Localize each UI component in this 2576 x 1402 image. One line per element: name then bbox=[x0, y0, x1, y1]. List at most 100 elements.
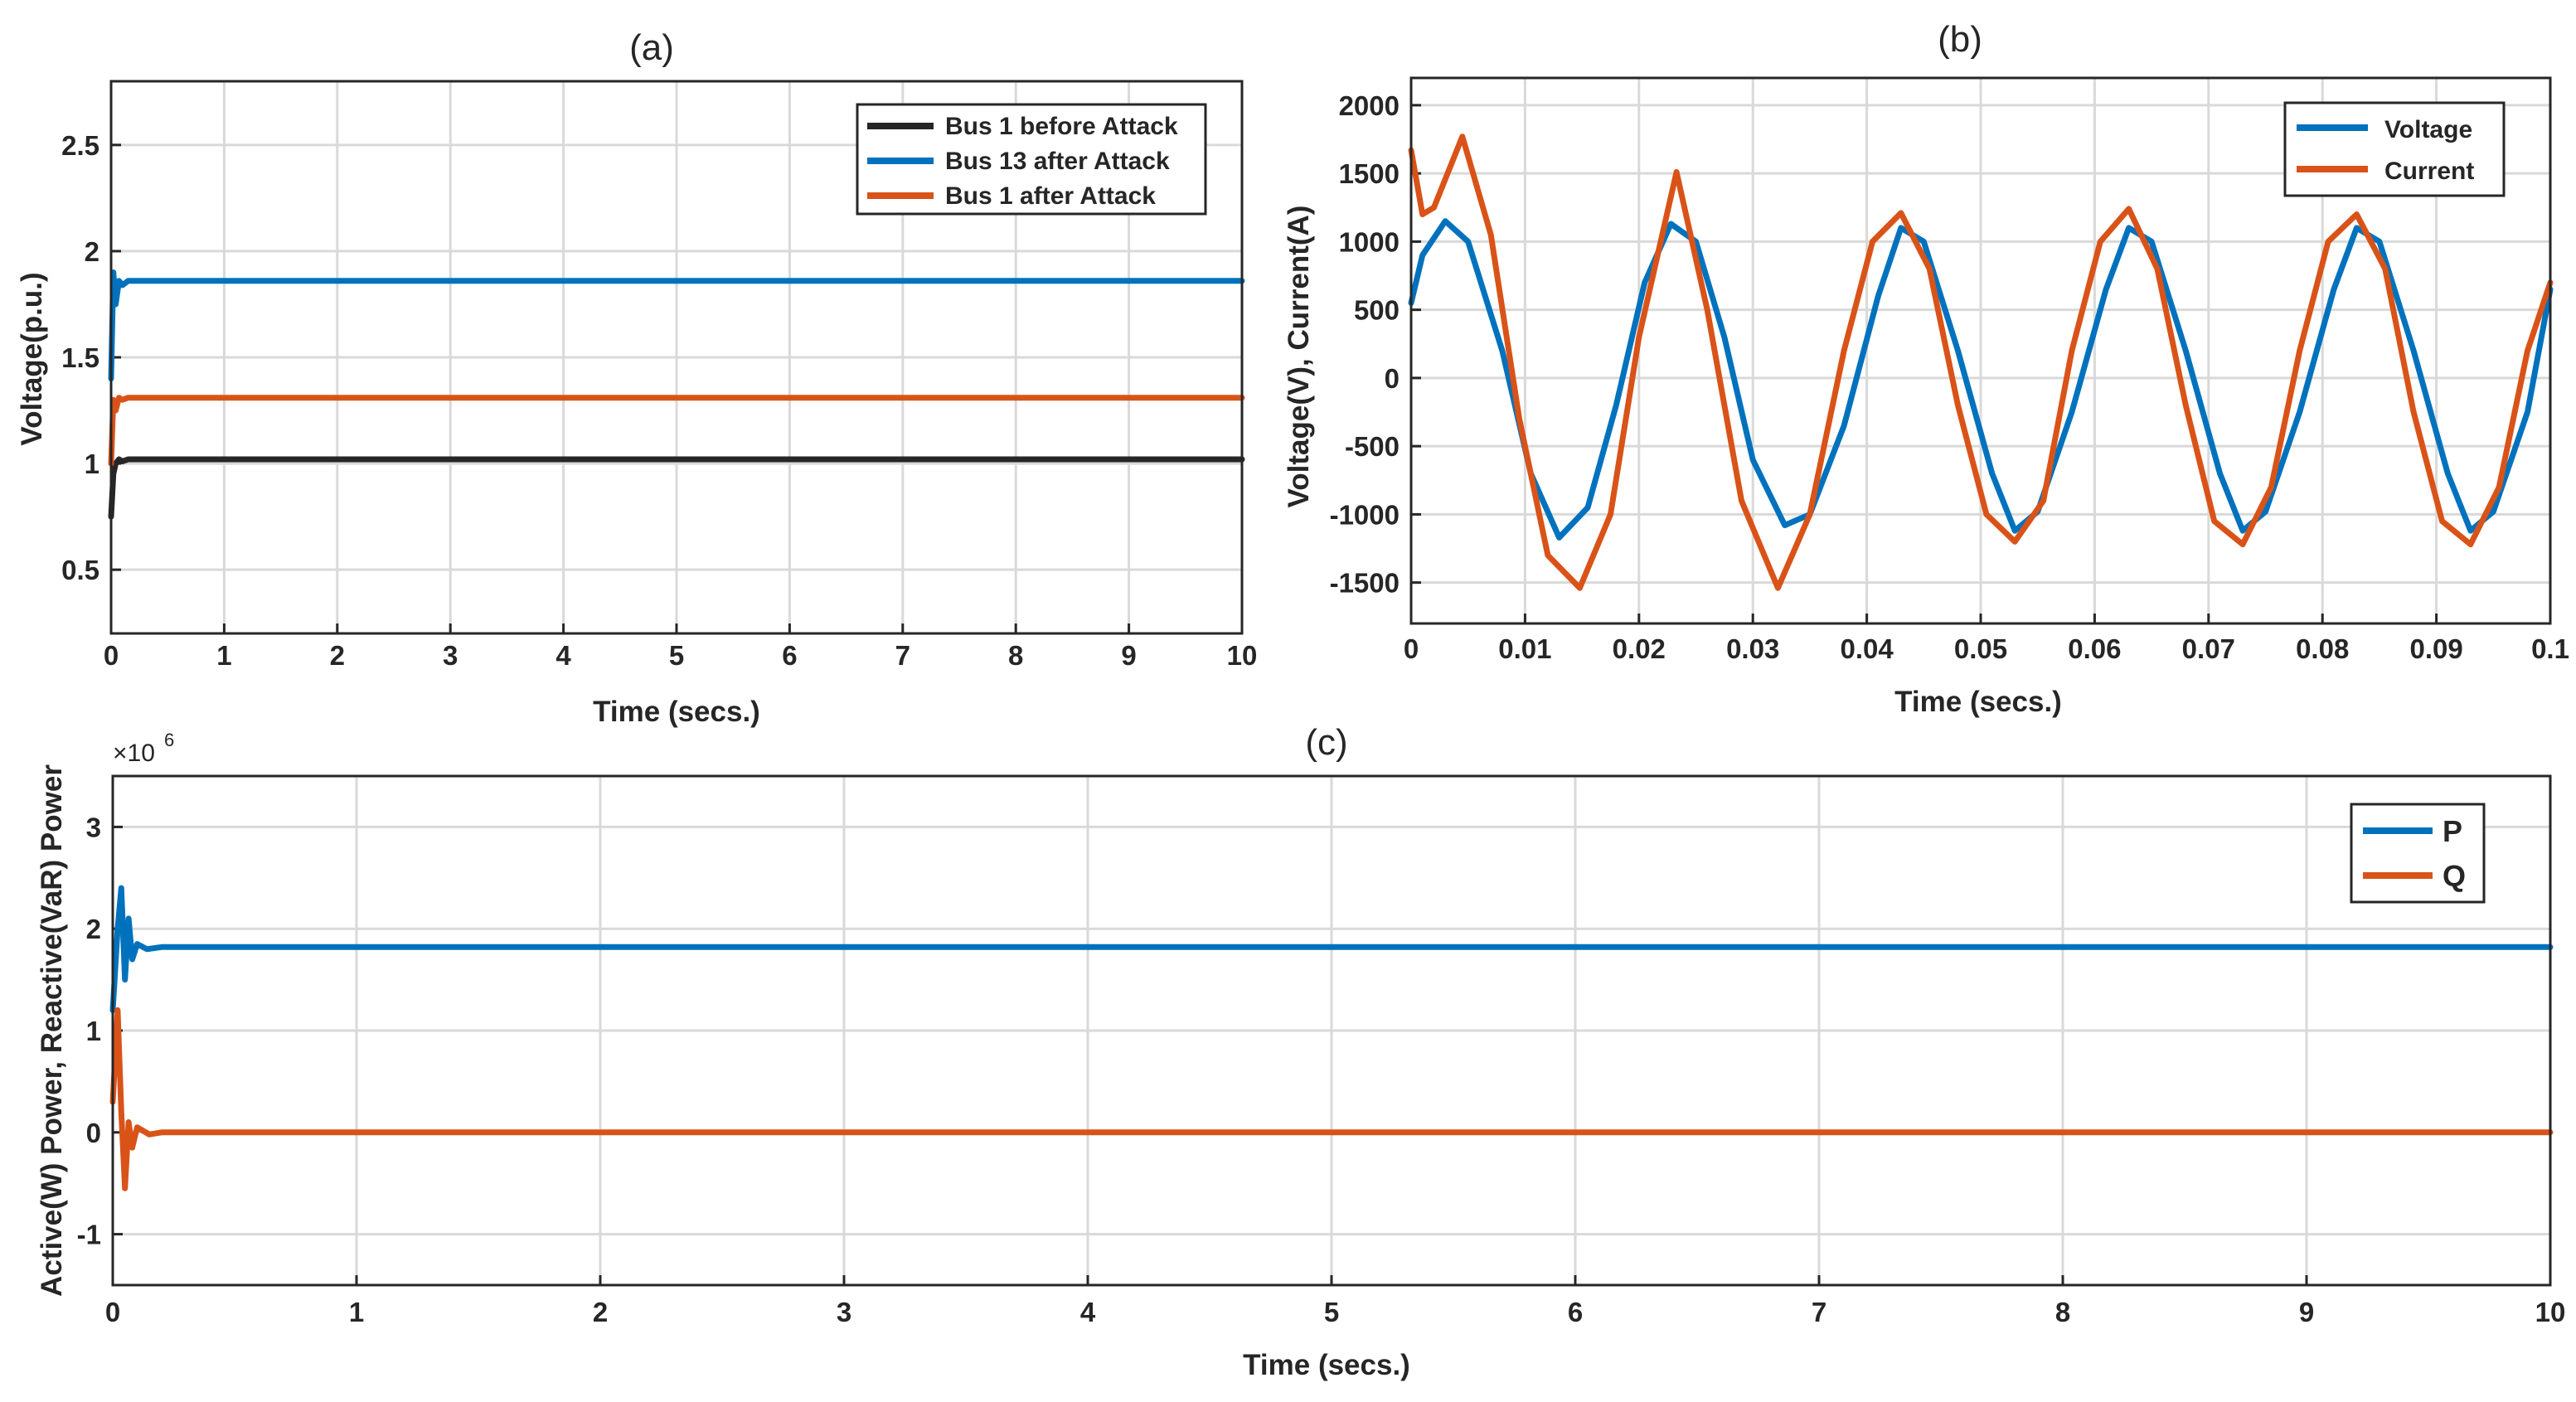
panel-b-y-tick-label: 500 bbox=[1354, 295, 1400, 326]
panel-c-y-tick-label: 0 bbox=[86, 1118, 101, 1148]
panel-b-x-tick-label: 0.03 bbox=[1726, 633, 1779, 664]
panel-b-x-tick-label: 0 bbox=[1404, 633, 1419, 664]
panel-a-legend-label-2: Bus 1 after Attack bbox=[945, 182, 1156, 210]
panel-c-grid bbox=[111, 776, 2552, 1285]
panel-a-y-tick-label: 2.5 bbox=[61, 130, 99, 161]
panel-b-x-tick-label: 0.08 bbox=[2296, 633, 2349, 664]
panel-b-title: (b) bbox=[1938, 19, 1982, 60]
panel-a-series-line-bus-13-after-attack bbox=[108, 269, 1245, 382]
panel-c-y-axis-label: Active(W) Power, Reactive(VaR) Power bbox=[36, 764, 68, 1297]
panel-a-x-tick-labels: 0 1 2 3 4 5 6 7 8 9 10 bbox=[104, 640, 1258, 671]
panel-b-y-tick-label: 0 bbox=[1385, 363, 1400, 394]
panel-b-axes-box bbox=[1409, 76, 2552, 625]
panel-b-y-tick-label: -500 bbox=[1345, 431, 1400, 462]
panel-a-x-tick-label: 4 bbox=[555, 640, 571, 671]
panel-c-exponent-power: 6 bbox=[164, 730, 174, 750]
panel-c-exponent-label: ×10 bbox=[113, 740, 155, 767]
panel-c-y-tick-label: 2 bbox=[86, 914, 101, 944]
panel-a-y-tick-label: 0.5 bbox=[61, 555, 99, 585]
panel-c-x-tick-label: 5 bbox=[1324, 1297, 1339, 1327]
panel-b-y-tick-label: 1500 bbox=[1339, 158, 1400, 189]
panel-a-x-axis-label: Time (secs.) bbox=[593, 696, 760, 728]
panel-c-x-tick-label: 4 bbox=[1080, 1297, 1096, 1327]
panel-c-y-tick-label: 3 bbox=[86, 812, 101, 842]
panel-a-chart: (a) 0 1 2 3 4 5 6 7 8 9 10 0.5 1 1.5 2 2.5 Time (secs.… bbox=[16, 27, 1257, 728]
panel-c-legend-label-1: Q bbox=[2443, 859, 2466, 893]
panel-a-x-tick-label: 10 bbox=[1227, 640, 1258, 671]
panel-c-series-line-p bbox=[109, 885, 2554, 1013]
panel-a-x-tick-label: 2 bbox=[330, 640, 345, 671]
panel-b-x-tick-label: 0.06 bbox=[2068, 633, 2121, 664]
panel-b-legend-label-0: Voltage bbox=[2384, 116, 2472, 143]
panel-a-title: (a) bbox=[629, 27, 674, 68]
panel-c-y-tick-labels: -1 0 1 2 3 bbox=[77, 812, 101, 1249]
panel-c-series bbox=[109, 885, 2554, 1191]
panel-b-y-tick-label: -1500 bbox=[1330, 568, 1400, 599]
panel-b-legend: Voltage Current bbox=[2283, 101, 2506, 197]
panel-c-y-tick-label: 1 bbox=[86, 1016, 101, 1046]
panel-c-legend-label-0: P bbox=[2443, 814, 2462, 848]
panel-a-x-tick-label: 8 bbox=[1008, 640, 1023, 671]
panel-c-x-tick-label: 10 bbox=[2535, 1297, 2566, 1327]
panel-c-series-line-q bbox=[109, 1007, 2554, 1191]
panel-c-x-tick-labels: 0 1 2 3 4 5 6 7 8 9 10 bbox=[105, 1297, 2566, 1327]
panel-a-x-tick-label: 9 bbox=[1121, 640, 1136, 671]
panel-b-series bbox=[1408, 133, 2554, 591]
panel-a-x-tick-label: 7 bbox=[895, 640, 910, 671]
panel-a-legend-label-0: Bus 1 before Attack bbox=[945, 113, 1178, 140]
panel-c-x-tick-label: 0 bbox=[105, 1297, 120, 1327]
panel-b-series-line-current bbox=[1408, 133, 2554, 591]
panel-a-x-tick-label: 0 bbox=[104, 640, 119, 671]
panel-c-x-tick-label: 3 bbox=[837, 1297, 851, 1327]
panel-c-x-tick-label: 6 bbox=[1568, 1297, 1583, 1327]
panel-a-series-line-bus-1-after-attack bbox=[108, 395, 1245, 467]
panel-c-x-tick-label: 1 bbox=[349, 1297, 364, 1327]
panel-b-chart: (b) 0 0.01 0.02 0.03 0.04 0.05 0.06 0.07 0.08 0.0… bbox=[1283, 19, 2569, 718]
panel-c-x-tick-label: 9 bbox=[2299, 1297, 2314, 1327]
panel-b-x-tick-label: 0.07 bbox=[2182, 633, 2235, 664]
panel-a-x-tick-label: 6 bbox=[782, 640, 797, 671]
panel-a-y-axis-label: Voltage(p.u.) bbox=[16, 272, 48, 445]
panel-a-y-tick-label: 1 bbox=[85, 449, 99, 479]
panel-b-legend-label-1: Current bbox=[2384, 158, 2474, 185]
panel-c-x-axis-label: Time (secs.) bbox=[1243, 1349, 1410, 1381]
panel-b-x-tick-label: 0.01 bbox=[1498, 633, 1551, 664]
panel-a-grid bbox=[109, 81, 1244, 633]
panel-c-chart: (c) ×10 6 0 1 2 3 4 5 6 7 8 9 10 -1 0 1 2 3 Time (secs… bbox=[36, 722, 2565, 1381]
panel-c-x-tick-label: 8 bbox=[2055, 1297, 2070, 1327]
panel-c-legend: P Q bbox=[2350, 803, 2486, 904]
panel-c-y-tick-label: -1 bbox=[77, 1220, 101, 1250]
panel-b-x-tick-labels: 0 0.01 0.02 0.03 0.04 0.05 0.06 0.07 0.08 0.09 0.1 bbox=[1404, 633, 2569, 664]
panel-b-x-tick-label: 0.05 bbox=[1954, 633, 2007, 664]
panel-b-y-tick-label: 2000 bbox=[1339, 90, 1400, 121]
panel-a-legend-label-1: Bus 13 after Attack bbox=[945, 148, 1170, 175]
panel-b-y-tick-label: 1000 bbox=[1339, 226, 1400, 257]
panel-c-title: (c) bbox=[1305, 722, 1347, 763]
panel-b-y-tick-label: -1000 bbox=[1330, 499, 1400, 530]
panel-a-y-tick-label: 2 bbox=[85, 236, 99, 267]
panel-a-y-tick-label: 1.5 bbox=[61, 342, 99, 373]
panel-b-x-axis-label: Time (secs.) bbox=[1894, 686, 2062, 718]
panel-b-x-tick-label: 0.02 bbox=[1613, 633, 1666, 664]
panel-b-x-tick-label: 0.1 bbox=[2531, 633, 2569, 664]
panel-c-axes-box bbox=[111, 774, 2552, 1287]
panel-a-y-tick-labels: 0.5 1 1.5 2 2.5 bbox=[61, 130, 99, 585]
panel-a-legend: Bus 1 before Attack Bus 13 after Attack … bbox=[856, 103, 1207, 216]
panel-a-series-line-bus-1-before-attack bbox=[108, 456, 1245, 520]
panel-b-legend-box bbox=[2283, 101, 2506, 197]
panel-c-legend-box bbox=[2350, 803, 2486, 904]
panel-c-x-tick-label: 2 bbox=[593, 1297, 608, 1327]
panel-b-series-line-voltage bbox=[1408, 218, 2554, 541]
panel-a-x-tick-label: 1 bbox=[216, 640, 231, 671]
panel-b-y-tick-labels: -1500 -1000 -500 0 500 1000 1500 2000 bbox=[1330, 90, 1400, 599]
panel-a-x-tick-label: 5 bbox=[669, 640, 684, 671]
panel-c-x-tick-label: 7 bbox=[1812, 1297, 1826, 1327]
panel-b-x-tick-label: 0.04 bbox=[1840, 633, 1894, 664]
panel-b-x-tick-label: 0.09 bbox=[2409, 633, 2462, 664]
panel-a-series bbox=[108, 269, 1245, 520]
panel-c-exponent: ×10 6 bbox=[113, 730, 174, 767]
panel-a-x-tick-label: 3 bbox=[443, 640, 458, 671]
panel-a-axes-box bbox=[109, 80, 1244, 635]
panel-b-y-axis-label: Voltage(V), Current(A) bbox=[1283, 206, 1315, 508]
